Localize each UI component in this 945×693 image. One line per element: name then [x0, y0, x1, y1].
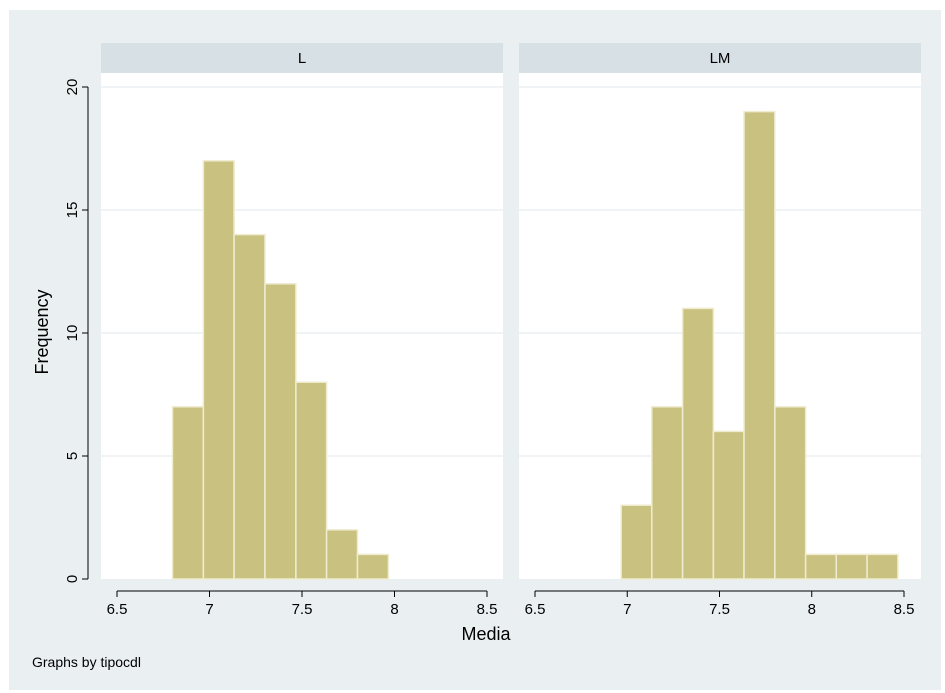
y-axis-label: Frequency	[32, 289, 52, 374]
histogram-bar	[202, 160, 235, 580]
histogram-bar	[866, 553, 899, 580]
panel-header	[519, 43, 921, 73]
x-tick-label: 7.5	[709, 601, 730, 618]
x-axis-label: Media	[461, 624, 511, 644]
graphs-by-note: Graphs by tipocdl	[32, 654, 141, 670]
x-tick-label: 8	[808, 601, 816, 618]
x-tick-label: 7	[623, 601, 631, 618]
y-tick-label: 15	[64, 202, 81, 219]
histogram-bar	[620, 504, 653, 580]
x-tick-label: 8.5	[477, 601, 498, 618]
histogram-bar	[835, 553, 868, 580]
histogram-bar	[325, 529, 359, 580]
panel-lm: LM 6.5 7 7.5 8 8.5	[519, 43, 921, 618]
y-axis: 0 5 10 15 20	[64, 79, 89, 583]
histogram-bar	[233, 233, 266, 580]
histogram-bar	[651, 406, 684, 580]
x-tick-label: 8	[390, 601, 398, 618]
histogram-bar	[774, 406, 807, 580]
histogram-bar	[712, 430, 745, 580]
histogram-bar	[804, 553, 838, 580]
histogram-bar	[264, 283, 297, 580]
y-tick-label: 0	[64, 575, 81, 583]
panel-l: L 6.5 7 7.5 8 8.5	[101, 43, 503, 618]
histogram-bar	[743, 110, 776, 580]
x-tick-label: 7	[205, 601, 213, 618]
histogram-bar	[295, 381, 328, 580]
y-tick-label: 10	[64, 325, 81, 342]
panels-layer: L 6.5 7 7.5 8 8.5 LM 6.5 7 7.5 8 8.5	[101, 43, 921, 618]
y-tick-label: 5	[64, 452, 81, 460]
panel-title: L	[298, 50, 306, 67]
x-tick-label: 7.5	[292, 601, 313, 618]
x-tick-label: 6.5	[107, 601, 128, 618]
panel-title: LM	[710, 50, 731, 67]
x-tick-label: 8.5	[894, 601, 915, 618]
panel-header	[101, 43, 503, 73]
y-tick-label: 20	[64, 79, 81, 96]
histogram-bar	[681, 307, 715, 580]
histogram-bar	[171, 406, 205, 580]
histogram-bar	[356, 553, 390, 580]
x-tick-label: 6.5	[525, 601, 546, 618]
